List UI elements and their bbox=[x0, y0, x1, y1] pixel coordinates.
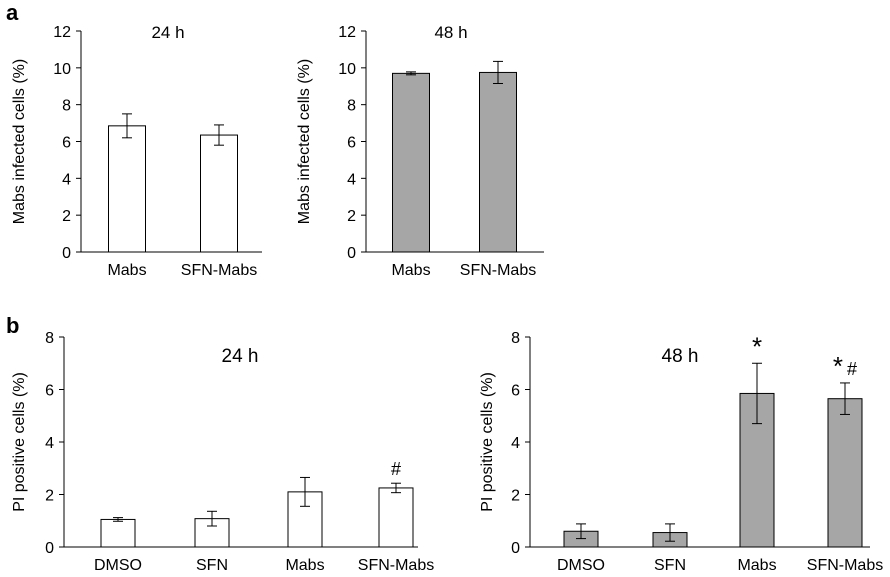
panel-label-a: a bbox=[6, 0, 19, 25]
y-tick-label: 6 bbox=[62, 135, 71, 152]
asterisk-mark: * bbox=[752, 331, 762, 361]
hash-mark: # bbox=[391, 459, 401, 479]
y-tick-label: 10 bbox=[53, 61, 71, 78]
x-tick-label: SFN bbox=[196, 557, 228, 574]
chart-title: 48 h bbox=[662, 346, 699, 367]
x-tick-label: Mabs bbox=[107, 262, 146, 279]
y-axis-label: Mabs infected cells (%) bbox=[11, 59, 28, 224]
y-tick-label: 8 bbox=[511, 330, 520, 347]
y-axis-label: PI positive cells (%) bbox=[11, 372, 28, 512]
y-tick-label: 6 bbox=[347, 135, 356, 152]
y-axis-label: PI positive cells (%) bbox=[479, 372, 496, 512]
y-tick-label: 8 bbox=[347, 98, 356, 115]
y-tick-label: 6 bbox=[45, 383, 54, 400]
x-tick-label: Mabs bbox=[737, 557, 776, 574]
y-tick-label: 0 bbox=[511, 540, 520, 557]
x-tick-label: SFN-Mabs bbox=[460, 262, 536, 279]
y-tick-label: 12 bbox=[53, 24, 71, 41]
significance-mark: # bbox=[391, 459, 401, 479]
y-tick-label: 8 bbox=[62, 98, 71, 115]
x-tick-label: SFN-Mabs bbox=[358, 557, 434, 574]
bar-sfn-mabs bbox=[200, 134, 238, 253]
y-tick-label: 4 bbox=[45, 435, 54, 452]
x-tick-label: Mabs bbox=[285, 557, 324, 574]
x-tick-label: SFN-Mabs bbox=[807, 557, 883, 574]
chart-a-48h: 0 2 4 6 8 10 12 Mabs infected cells (%) 48 h Mabs… bbox=[296, 23, 544, 279]
y-tick-label: 6 bbox=[511, 383, 520, 400]
y-tick-label: 2 bbox=[347, 208, 356, 225]
y-tick-label: 0 bbox=[347, 245, 356, 262]
significance-mark: * bbox=[752, 331, 762, 361]
y-tick-label: 2 bbox=[62, 208, 71, 225]
x-tick-label: DMSO bbox=[557, 557, 605, 574]
chart-b-24h: 0 2 4 6 8 PI positive cells (%) 24 h DMSO SFN Mab… bbox=[11, 330, 434, 574]
y-tick-label: 4 bbox=[347, 171, 356, 188]
panel-label-b: b bbox=[6, 313, 19, 338]
y-tick-label: 4 bbox=[511, 435, 520, 452]
bar-dmso bbox=[100, 518, 136, 548]
bar-mabs bbox=[392, 72, 430, 253]
y-tick-label: 2 bbox=[45, 488, 54, 505]
chart-b-48h: 0 2 4 6 8 PI positive cells (%) 48 h DMSO SFN Mab… bbox=[479, 330, 883, 574]
significance-mark: * # bbox=[833, 351, 857, 381]
chart-title: 48 h bbox=[434, 23, 467, 42]
y-tick-label: 0 bbox=[62, 245, 71, 262]
chart-a-24h: 0 2 4 6 8 10 12 Mabs infected cells (%) 24 h Mabs… bbox=[11, 23, 262, 279]
y-tick-label: 12 bbox=[338, 24, 356, 41]
y-tick-label: 0 bbox=[45, 540, 54, 557]
asterisk-mark: * bbox=[833, 351, 843, 381]
hash-mark: # bbox=[847, 359, 857, 379]
bar-sfn-mabs bbox=[827, 398, 863, 548]
bar-mabs bbox=[108, 125, 146, 253]
chart-title: 24 h bbox=[151, 23, 184, 42]
y-axis-label: Mabs infected cells (%) bbox=[296, 59, 313, 224]
y-tick-label: 2 bbox=[511, 488, 520, 505]
y-tick-label: 10 bbox=[338, 61, 356, 78]
y-tick-label: 8 bbox=[45, 330, 54, 347]
chart-title: 24 h bbox=[222, 346, 259, 367]
y-tick-label: 4 bbox=[62, 171, 71, 188]
x-tick-label: SFN-Mabs bbox=[181, 262, 257, 279]
bar-sfn-mabs bbox=[479, 71, 517, 253]
x-tick-label: SFN bbox=[654, 557, 686, 574]
x-tick-label: Mabs bbox=[391, 262, 430, 279]
x-tick-label: DMSO bbox=[94, 557, 142, 574]
bar-sfn-mabs bbox=[378, 487, 414, 548]
